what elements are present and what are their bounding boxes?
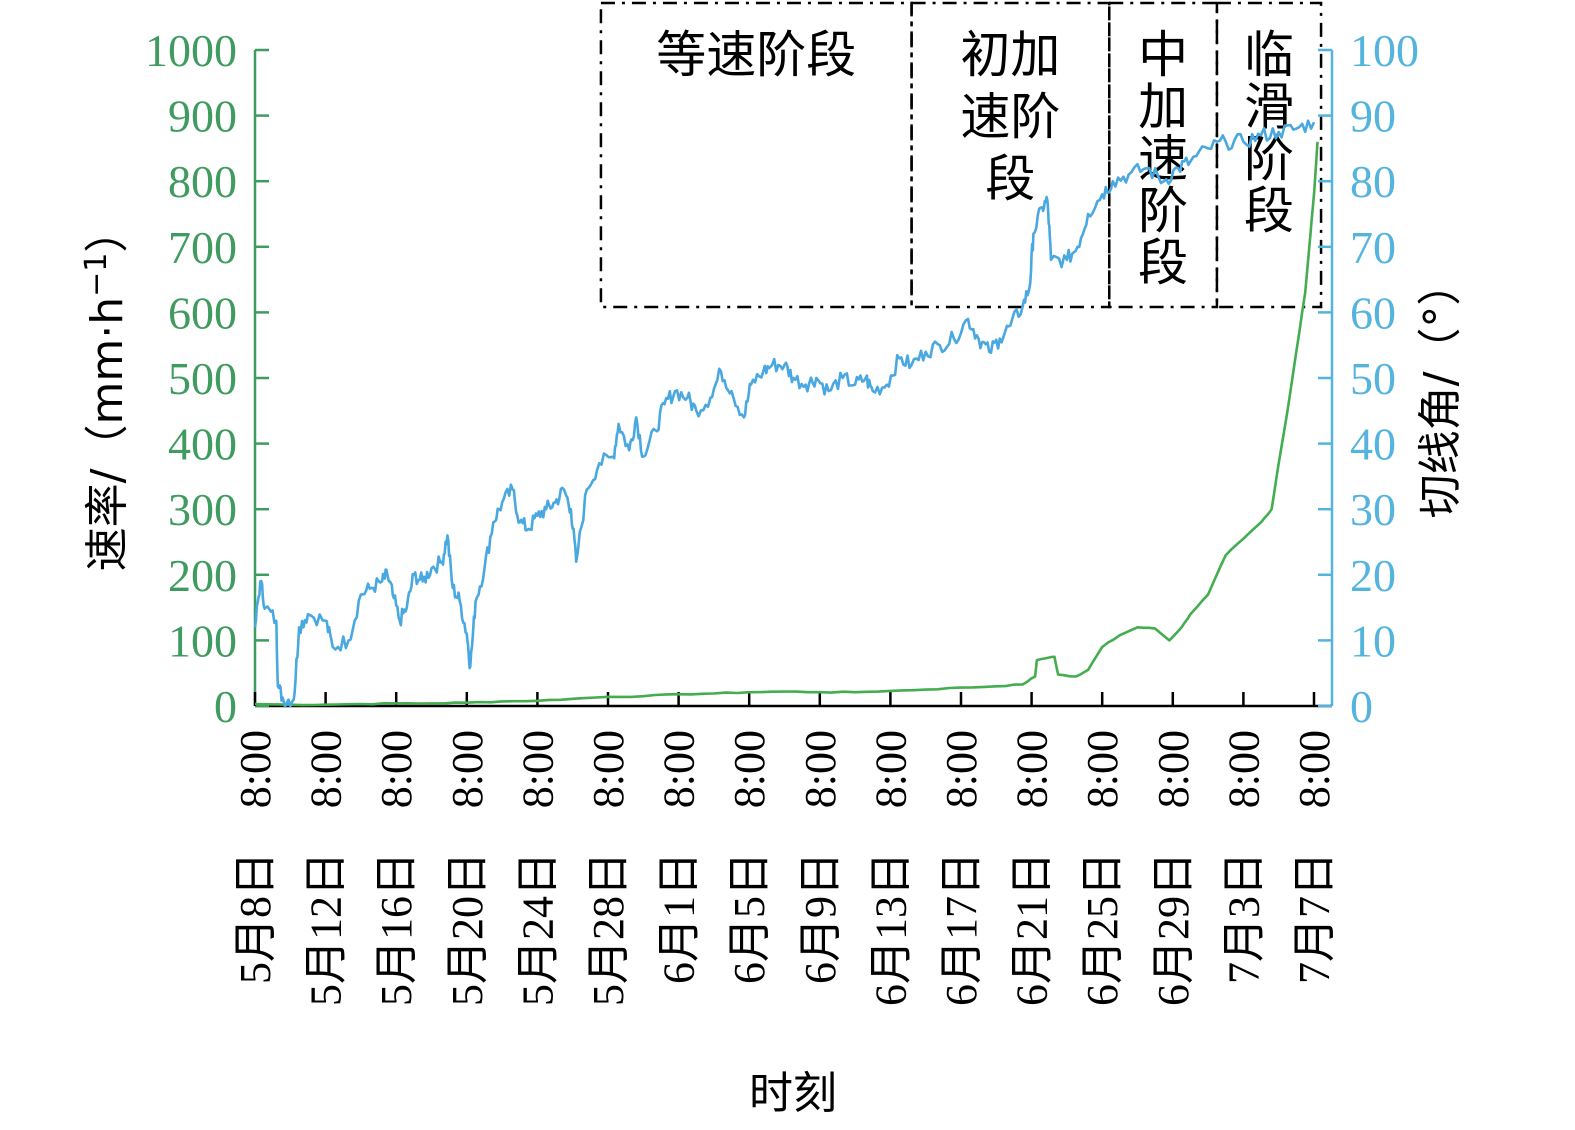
left-tick-label: 300 — [168, 484, 237, 535]
x-tick-time: 8:00 — [655, 730, 704, 808]
x-tick-date: 5月8日 — [231, 852, 280, 984]
x-tick-time: 8:00 — [584, 730, 633, 808]
x-tick-date: 5月12日 — [302, 852, 351, 1006]
right-tick-label: 70 — [1350, 222, 1396, 273]
x-tick-time: 8:00 — [372, 730, 421, 808]
left-tick-label: 1000 — [145, 25, 237, 76]
x-tick-time: 8:00 — [1290, 730, 1339, 808]
phase-label: 加 — [1138, 78, 1188, 136]
right-tick-label: 40 — [1350, 419, 1396, 470]
x-tick-date: 7月3日 — [1219, 852, 1268, 984]
x-tick-time: 8:00 — [231, 730, 280, 808]
x-tick-time: 8:00 — [302, 730, 351, 808]
phase-box — [910, 1, 1111, 309]
phase-label: 等速阶段 — [656, 26, 856, 84]
series-layer — [253, 119, 1319, 708]
series-tangent-angle-line — [253, 119, 1316, 708]
right-tick-label: 20 — [1350, 550, 1396, 601]
left-tick-label: 800 — [168, 156, 237, 207]
x-tick-time: 8:00 — [443, 730, 492, 808]
x-tick-date: 6月29日 — [1149, 852, 1198, 1006]
x-tick-time: 8:00 — [866, 730, 915, 808]
phase-label: 速 — [1138, 130, 1188, 188]
x-tick-time: 8:00 — [1078, 730, 1127, 808]
phase-box — [599, 1, 913, 309]
left-tick-label: 0 — [214, 681, 237, 732]
right-tick-label: 50 — [1350, 353, 1396, 404]
x-tick-time: 8:00 — [1008, 730, 1057, 808]
axes: 0 100 200 300 400 500 600 700 800 900 1000 0 10 20 30 4… — [145, 25, 1419, 1006]
phase-label: 初加 — [960, 26, 1060, 84]
phase-label: 滑 — [1244, 78, 1294, 136]
left-tick-label: 500 — [168, 353, 237, 404]
left-tick-label: 900 — [168, 91, 237, 142]
right-tick-label: 60 — [1350, 287, 1396, 338]
x-tick-date: 6月25日 — [1078, 852, 1127, 1006]
left-tick-label: 100 — [168, 615, 237, 666]
right-tick-label: 30 — [1350, 484, 1396, 535]
right-tick-label: 10 — [1350, 615, 1396, 666]
phase-label: 临 — [1244, 26, 1294, 84]
phase-label: 速阶 — [960, 88, 1060, 146]
x-tick-date: 6月21日 — [1008, 852, 1057, 1006]
x-tick-date: 6月5日 — [725, 852, 774, 984]
x-tick-date: 6月1日 — [655, 852, 704, 984]
right-axis-title: 切线角/（°） — [1415, 262, 1466, 519]
left-tick-label: 400 — [168, 419, 237, 470]
x-tick-time: 8:00 — [1219, 730, 1268, 808]
right-tick-label: 100 — [1350, 25, 1419, 76]
x-tick-date: 6月17日 — [937, 852, 986, 1006]
x-tick-date: 5月28日 — [584, 852, 633, 1006]
phase-label: 阶 — [1138, 182, 1188, 240]
left-tick-label: 600 — [168, 287, 237, 338]
x-tick-date: 6月13日 — [866, 852, 915, 1006]
right-tick-label: 80 — [1350, 156, 1396, 207]
left-tick-label: 700 — [168, 222, 237, 273]
series-rate-line — [254, 141, 1319, 707]
left-tick-label: 200 — [168, 550, 237, 601]
phase-label: 段 — [1244, 182, 1294, 240]
x-axis-title: 时刻 — [749, 1068, 837, 1119]
x-tick-date: 5月20日 — [443, 852, 492, 1006]
x-tick-time: 8:00 — [513, 730, 562, 808]
phase-label: 段 — [985, 150, 1035, 208]
phase-label: 段 — [1138, 234, 1188, 292]
left-axis-title: 速率/（mm·h−1） — [79, 209, 133, 572]
phase-label: 中 — [1138, 26, 1188, 84]
x-tick-time: 8:00 — [1149, 730, 1198, 808]
x-tick-date: 6月9日 — [796, 852, 845, 984]
right-tick-label: 90 — [1350, 91, 1396, 142]
phase-box — [1215, 1, 1323, 309]
x-tick-date: 5月24日 — [513, 852, 562, 1006]
x-tick-time: 8:00 — [725, 730, 774, 808]
x-tick-time: 8:00 — [937, 730, 986, 808]
x-tick-date: 5月16日 — [372, 852, 421, 1006]
right-tick-label: 0 — [1350, 681, 1373, 732]
x-tick-time: 8:00 — [796, 730, 845, 808]
x-tick-date: 7月7日 — [1290, 852, 1339, 984]
